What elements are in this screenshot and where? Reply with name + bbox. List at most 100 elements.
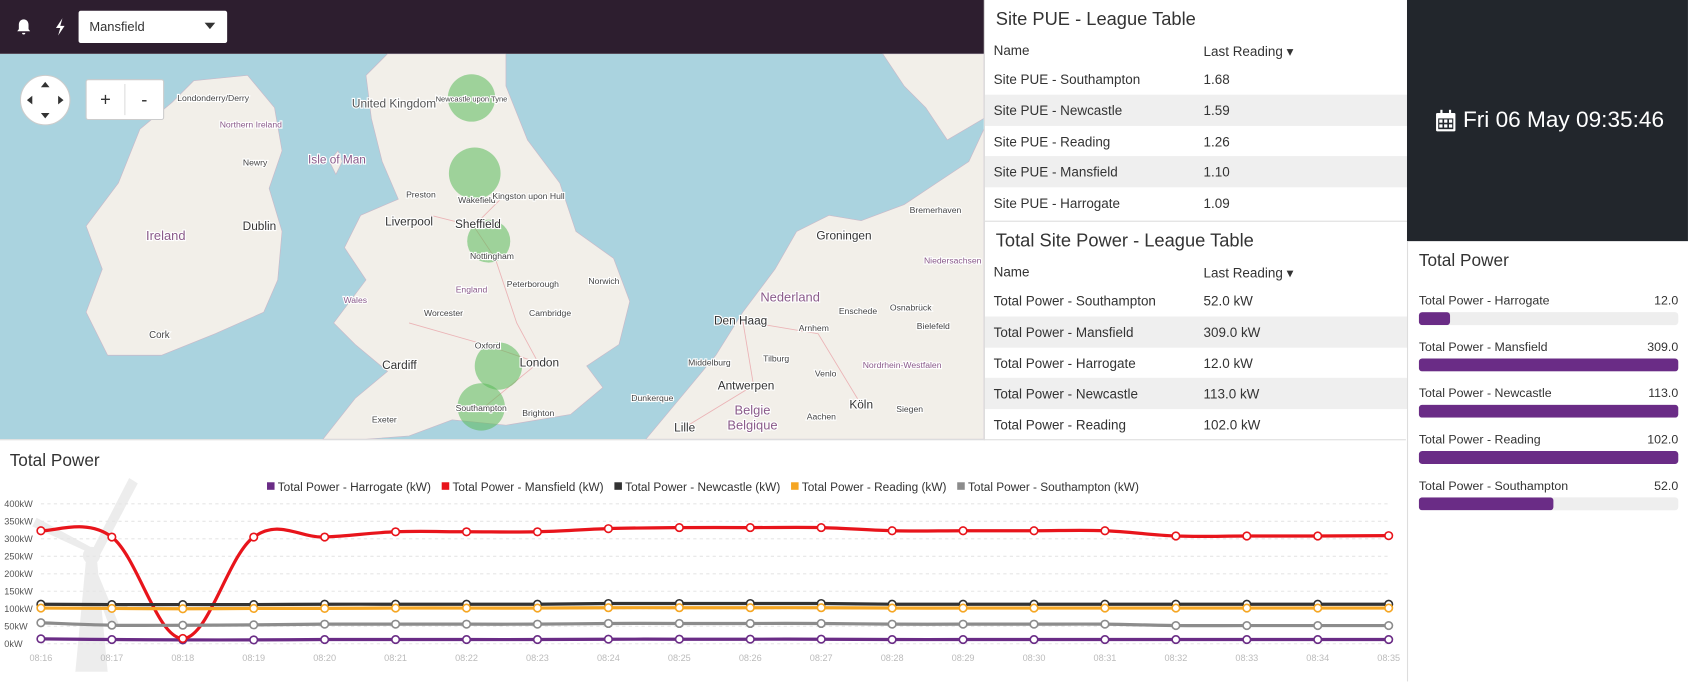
site-marker[interactable]	[447, 74, 496, 122]
data-point	[249, 620, 259, 630]
x-tick-label: 08:23	[526, 653, 549, 663]
data-point	[249, 532, 259, 542]
bar-fill	[1418, 312, 1450, 326]
bar-track	[1418, 497, 1679, 511]
row-reading: 102.0 kW	[1203, 417, 1261, 433]
data-point	[745, 634, 755, 644]
clock-panel: Fri 06 May 09:35:46	[1406, 0, 1688, 242]
data-point	[36, 634, 46, 644]
data-point	[107, 620, 117, 630]
series-line	[40, 637, 1389, 642]
table-header: Name Last Reading ▾	[985, 256, 1407, 287]
map-label: Venlo	[815, 368, 837, 378]
bar-value: 52.0	[1654, 480, 1679, 494]
bar-name: Total Power - Newcastle	[1418, 387, 1552, 401]
zoom-out[interactable]: -	[141, 88, 147, 109]
map-label: Isle of Man	[308, 152, 366, 166]
legend: Total Power - Harrogate (kW) Total Power …	[267, 480, 1139, 494]
x-tick-label: 08:24	[597, 653, 620, 663]
x-tick-label: 08:25	[668, 653, 691, 663]
table-row: Total Power - Harrogate 12.0 kW	[985, 347, 1407, 378]
land-continent	[645, 129, 984, 440]
row-name: Site PUE - Reading	[993, 134, 1111, 150]
data-point	[1100, 603, 1110, 613]
land-denmark	[882, 53, 984, 141]
data-point	[1029, 619, 1039, 629]
bar-fill	[1418, 497, 1554, 511]
data-point	[816, 603, 826, 613]
series-line	[40, 525, 1389, 641]
y-tick-label: 200kW	[4, 569, 33, 579]
bar-value: 102.0	[1647, 433, 1679, 447]
site-markers	[447, 74, 523, 431]
x-tick-label: 08:21	[384, 653, 407, 663]
row-reading: 1.59	[1203, 103, 1230, 119]
data-point	[532, 603, 543, 613]
pan-control[interactable]	[19, 74, 71, 126]
data-point	[887, 634, 897, 645]
table-row: Site PUE - Mansfield 1.10	[984, 156, 1407, 188]
data-point	[107, 532, 117, 542]
series-line	[40, 621, 1389, 628]
legend-swatch	[791, 482, 799, 490]
legend-label: Total Power - Reading (kW)	[802, 480, 947, 494]
data-point	[816, 634, 826, 644]
data-point	[887, 603, 897, 613]
data-point	[1242, 531, 1252, 541]
data-point	[1384, 620, 1394, 631]
bar-name: Total Power - Mansfield	[1418, 341, 1548, 355]
data-point	[391, 619, 401, 629]
data-point	[1242, 620, 1252, 631]
data-point	[887, 526, 897, 536]
data-point	[1029, 526, 1039, 536]
land-isle-of-man	[329, 150, 343, 176]
x-tick-label: 08:29	[952, 653, 975, 663]
turbine-watermark	[32, 477, 138, 672]
data-point	[1384, 603, 1394, 613]
map-label: Londonderry/Derry	[177, 93, 249, 103]
data-point	[1313, 531, 1323, 541]
map-label: Cambridge	[529, 308, 571, 318]
data-point	[320, 603, 330, 613]
bar-track	[1418, 404, 1679, 418]
y-tick-label: 300kW	[4, 534, 33, 544]
map-label: Siegen	[896, 404, 923, 414]
zoom-in[interactable]: +	[100, 88, 111, 109]
data-point	[603, 634, 613, 644]
bolt-icon[interactable]	[51, 16, 73, 38]
site-marker[interactable]	[467, 219, 511, 263]
map[interactable]: United Kingdom Londonderry/Derry Northern …	[0, 53, 984, 440]
clock-text: Fri 06 May 09:35:46	[1462, 107, 1665, 133]
data-point	[674, 634, 684, 644]
site-select[interactable]: Mansfield	[78, 10, 228, 44]
map-label: Brighton	[522, 408, 554, 418]
y-tick-label: 150kW	[4, 586, 33, 596]
site-marker[interactable]	[448, 147, 501, 200]
legend-swatch	[441, 482, 450, 490]
data-point	[1242, 603, 1252, 613]
data-point	[1171, 620, 1181, 631]
y-tick-label: 250kW	[4, 552, 33, 562]
map-label: Newcastle upon Tyne	[436, 95, 508, 104]
data-point	[1029, 634, 1039, 645]
row-reading: 113.0 kW	[1203, 386, 1260, 402]
x-tick-label: 08:33	[1235, 653, 1258, 663]
x-tick-label: 08:31	[1094, 653, 1117, 663]
bar-fill	[1418, 358, 1679, 372]
y-tick-label: 400kW	[4, 499, 33, 509]
site-marker[interactable]	[457, 383, 505, 431]
table-header: Name Last Reading ▾	[985, 34, 1407, 65]
site-marker[interactable]	[474, 342, 523, 390]
x-tick-label: 08:17	[100, 653, 123, 663]
map-label: Bielefeld	[917, 321, 950, 331]
map-label: Preston	[406, 190, 436, 200]
map-label: Dublin	[243, 219, 277, 233]
data-point	[391, 527, 401, 537]
table-row: Total Power - Southampton 52.0 kW	[985, 285, 1407, 316]
power-table: Total Site Power - League Table Name Last …	[983, 220, 1407, 441]
bell-icon[interactable]	[13, 16, 35, 38]
data-point	[1384, 531, 1394, 541]
data-point	[1242, 634, 1252, 645]
data-point	[461, 527, 472, 537]
data-point	[958, 619, 968, 629]
